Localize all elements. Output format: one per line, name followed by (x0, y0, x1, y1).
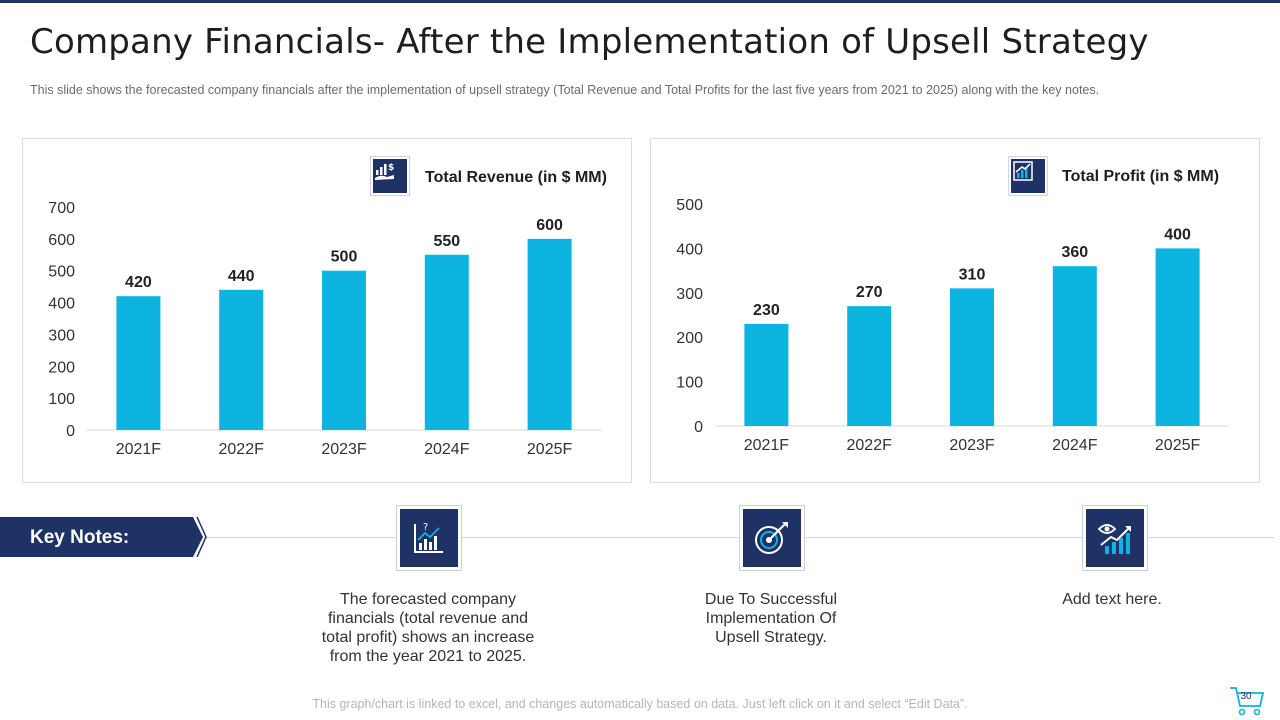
cart-icon (1230, 687, 1265, 716)
data-label: 310 (959, 266, 986, 283)
page-title: Company Financials- After the Implementa… (30, 22, 1149, 62)
data-label: 600 (536, 217, 563, 234)
bar-2023F (322, 270, 366, 430)
data-label: 400 (1164, 226, 1191, 243)
key-notes-label: Key Notes: (30, 527, 130, 548)
data-label: 230 (753, 302, 780, 319)
page-subtitle: This slide shows the forecasted company … (30, 83, 1100, 97)
y-tick-label: 100 (48, 391, 75, 408)
y-tick-label: 0 (66, 423, 75, 440)
y-tick-label: 700 (48, 200, 75, 217)
y-tick-label: 300 (48, 327, 75, 344)
svg-text:$: $ (388, 163, 394, 173)
revenue-chart-title: Total Revenue (in $ MM) (425, 169, 607, 186)
key-notes-banner (0, 517, 207, 557)
key-note-3-text: Add text here. (1062, 591, 1162, 608)
key-note-2-text: Due To Successful Implementation Of Upse… (704, 591, 838, 646)
y-tick-label: 400 (676, 241, 703, 258)
profit-chart[interactable]: 0 100 200 300 400 500 230 2021F 270 2022F 310 2023F… (651, 139, 1259, 482)
bar-2023F (950, 288, 994, 426)
x-tick-label: 2023F (949, 437, 995, 454)
revenue-chart[interactable]: 0 100 200 300 400 500 600 700 420 2021F 440 2022F 50… (23, 139, 631, 482)
x-tick-label: 2023F (321, 441, 367, 458)
target-arrow-icon (740, 506, 804, 570)
revenue-dollar-icon: $ (371, 157, 409, 195)
bar-2024F (1052, 266, 1097, 426)
profit-chart-title: Total Profit (in $ MM) (1062, 168, 1220, 185)
footer-note: This graph/chart is linked to excel, and… (312, 697, 968, 711)
data-label: 500 (331, 249, 358, 266)
y-tick-label: 500 (676, 197, 703, 214)
data-label: 360 (1061, 244, 1088, 261)
data-label: 550 (433, 233, 460, 250)
x-tick-label: 2021F (744, 437, 790, 454)
revenue-chart-panel[interactable]: 0 100 200 300 400 500 600 700 420 2021F 440 2022F 50… (22, 138, 632, 483)
y-tick-label: 200 (676, 330, 703, 347)
top-accent-bar (0, 0, 1280, 3)
y-tick-label: 200 (48, 359, 75, 376)
y-tick-label: 300 (676, 286, 703, 303)
bar-2025F (1155, 248, 1200, 426)
x-tick-label: 2021F (116, 441, 162, 458)
y-tick-label: 100 (676, 375, 703, 392)
key-notes-divider (200, 537, 1274, 538)
bar-2022F (219, 289, 264, 430)
profit-chart-panel[interactable]: 0 100 200 300 400 500 230 2021F 270 2022F 310 2023F… (650, 138, 1260, 483)
chart-question-icon: ? (397, 506, 461, 570)
bar-2022F (847, 306, 892, 426)
data-label: 440 (228, 268, 255, 285)
x-tick-label: 2022F (219, 441, 265, 458)
profit-growth-icon (1009, 157, 1047, 195)
x-tick-label: 2024F (1052, 437, 1098, 454)
eye-growth-icon (1083, 506, 1147, 570)
y-tick-label: 600 (48, 232, 75, 249)
bar-2021F (116, 296, 161, 430)
x-tick-label: 2025F (1155, 437, 1201, 454)
bar-2024F (424, 254, 469, 430)
svg-text:?: ? (423, 522, 428, 533)
x-tick-label: 2024F (424, 441, 470, 458)
data-label: 420 (125, 274, 152, 291)
bar-2025F (527, 238, 572, 430)
y-tick-label: 500 (48, 264, 75, 281)
y-tick-label: 400 (48, 296, 75, 313)
bar-2021F (744, 323, 789, 426)
page-number: 30 (1240, 691, 1252, 702)
y-tick-label: 0 (694, 419, 703, 436)
data-label: 270 (856, 284, 883, 301)
x-tick-label: 2025F (527, 441, 573, 458)
key-note-1-text: The forecasted company financials (total… (321, 591, 535, 665)
x-tick-label: 2022F (847, 437, 893, 454)
